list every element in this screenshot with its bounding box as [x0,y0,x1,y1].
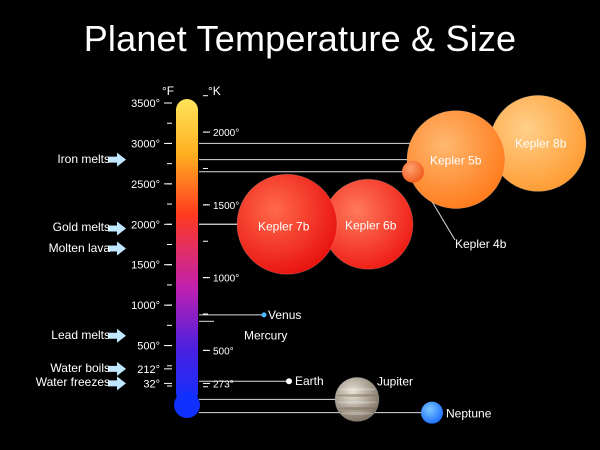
planet-label-jupiter: Jupiter [377,374,413,388]
f-tick-label: 2000° [131,219,160,231]
jupiter-band [340,412,374,415]
planet-label-earth: Earth [295,374,324,388]
thermometer-bulb [174,392,200,418]
reference-arrow-icon [108,152,126,167]
reference-label-water-freezes: Water freezes [35,375,110,390]
reference-label-lead-melts: Lead melts [51,327,110,342]
planet-neptune [421,401,443,424]
f-tick-label: 32° [143,378,160,390]
planet-label-kepler-6b: Kepler 6b [345,218,397,232]
reference-arrow-icon [108,361,126,376]
planet-label-venus: Venus [268,308,301,322]
planet-label-kepler-8b: Kepler 8b [515,136,567,150]
reference-arrow-icon [108,328,126,343]
k-tick-label: 1500° [213,201,239,212]
planet-venus [261,312,267,318]
f-tick-label: 500° [137,341,160,353]
reference-arrow-icon [108,376,126,391]
f-tick-label: 2500° [131,179,160,191]
reference-label-molten-lava: Molten lava [48,240,110,255]
planet-jupiter [334,376,380,422]
jupiter-band [336,394,378,397]
planet-label-mercury: Mercury [244,328,287,342]
reference-label-iron-melts: Iron melts [57,151,110,166]
thermometer-tube [176,99,198,404]
f-tick-label: 3500° [131,98,160,110]
planet-kepler-4b [402,160,424,183]
jupiter-band [338,388,376,391]
reference-arrow-icon [108,221,126,236]
reference-arrow-icon [108,241,126,256]
reference-label-water-boils: Water boils [50,360,110,375]
f-tick-label: 1500° [131,260,160,272]
k-tick-label: 500° [213,346,234,357]
planet-earth [286,378,292,385]
f-tick-label: 3000° [131,138,160,150]
k-tick-label: 1000° [213,274,239,285]
planet-label-kepler-4b: Kepler 4b [455,237,507,251]
k-tick-label: 273° [213,379,234,390]
f-tick-label: 1000° [131,300,160,312]
kelvin-unit-label: °K [208,84,221,98]
planet-kepler-5b [406,110,506,210]
planet-label-neptune: Neptune [446,407,492,421]
page-title: Planet Temperature & Size [83,18,517,59]
planet-kepler-7b [236,173,338,275]
planet-label-kepler-5b: Kepler 5b [430,154,482,168]
jupiter-band [337,407,377,410]
planet-label-kepler-7b: Kepler 7b [258,219,310,233]
reference-label-gold-melts: Gold melts [52,220,110,235]
f-tick-label: 212° [137,364,160,376]
k-tick-label: 2000° [213,128,239,139]
fahrenheit-unit-label: °F [162,84,175,98]
jupiter-band [336,401,378,404]
